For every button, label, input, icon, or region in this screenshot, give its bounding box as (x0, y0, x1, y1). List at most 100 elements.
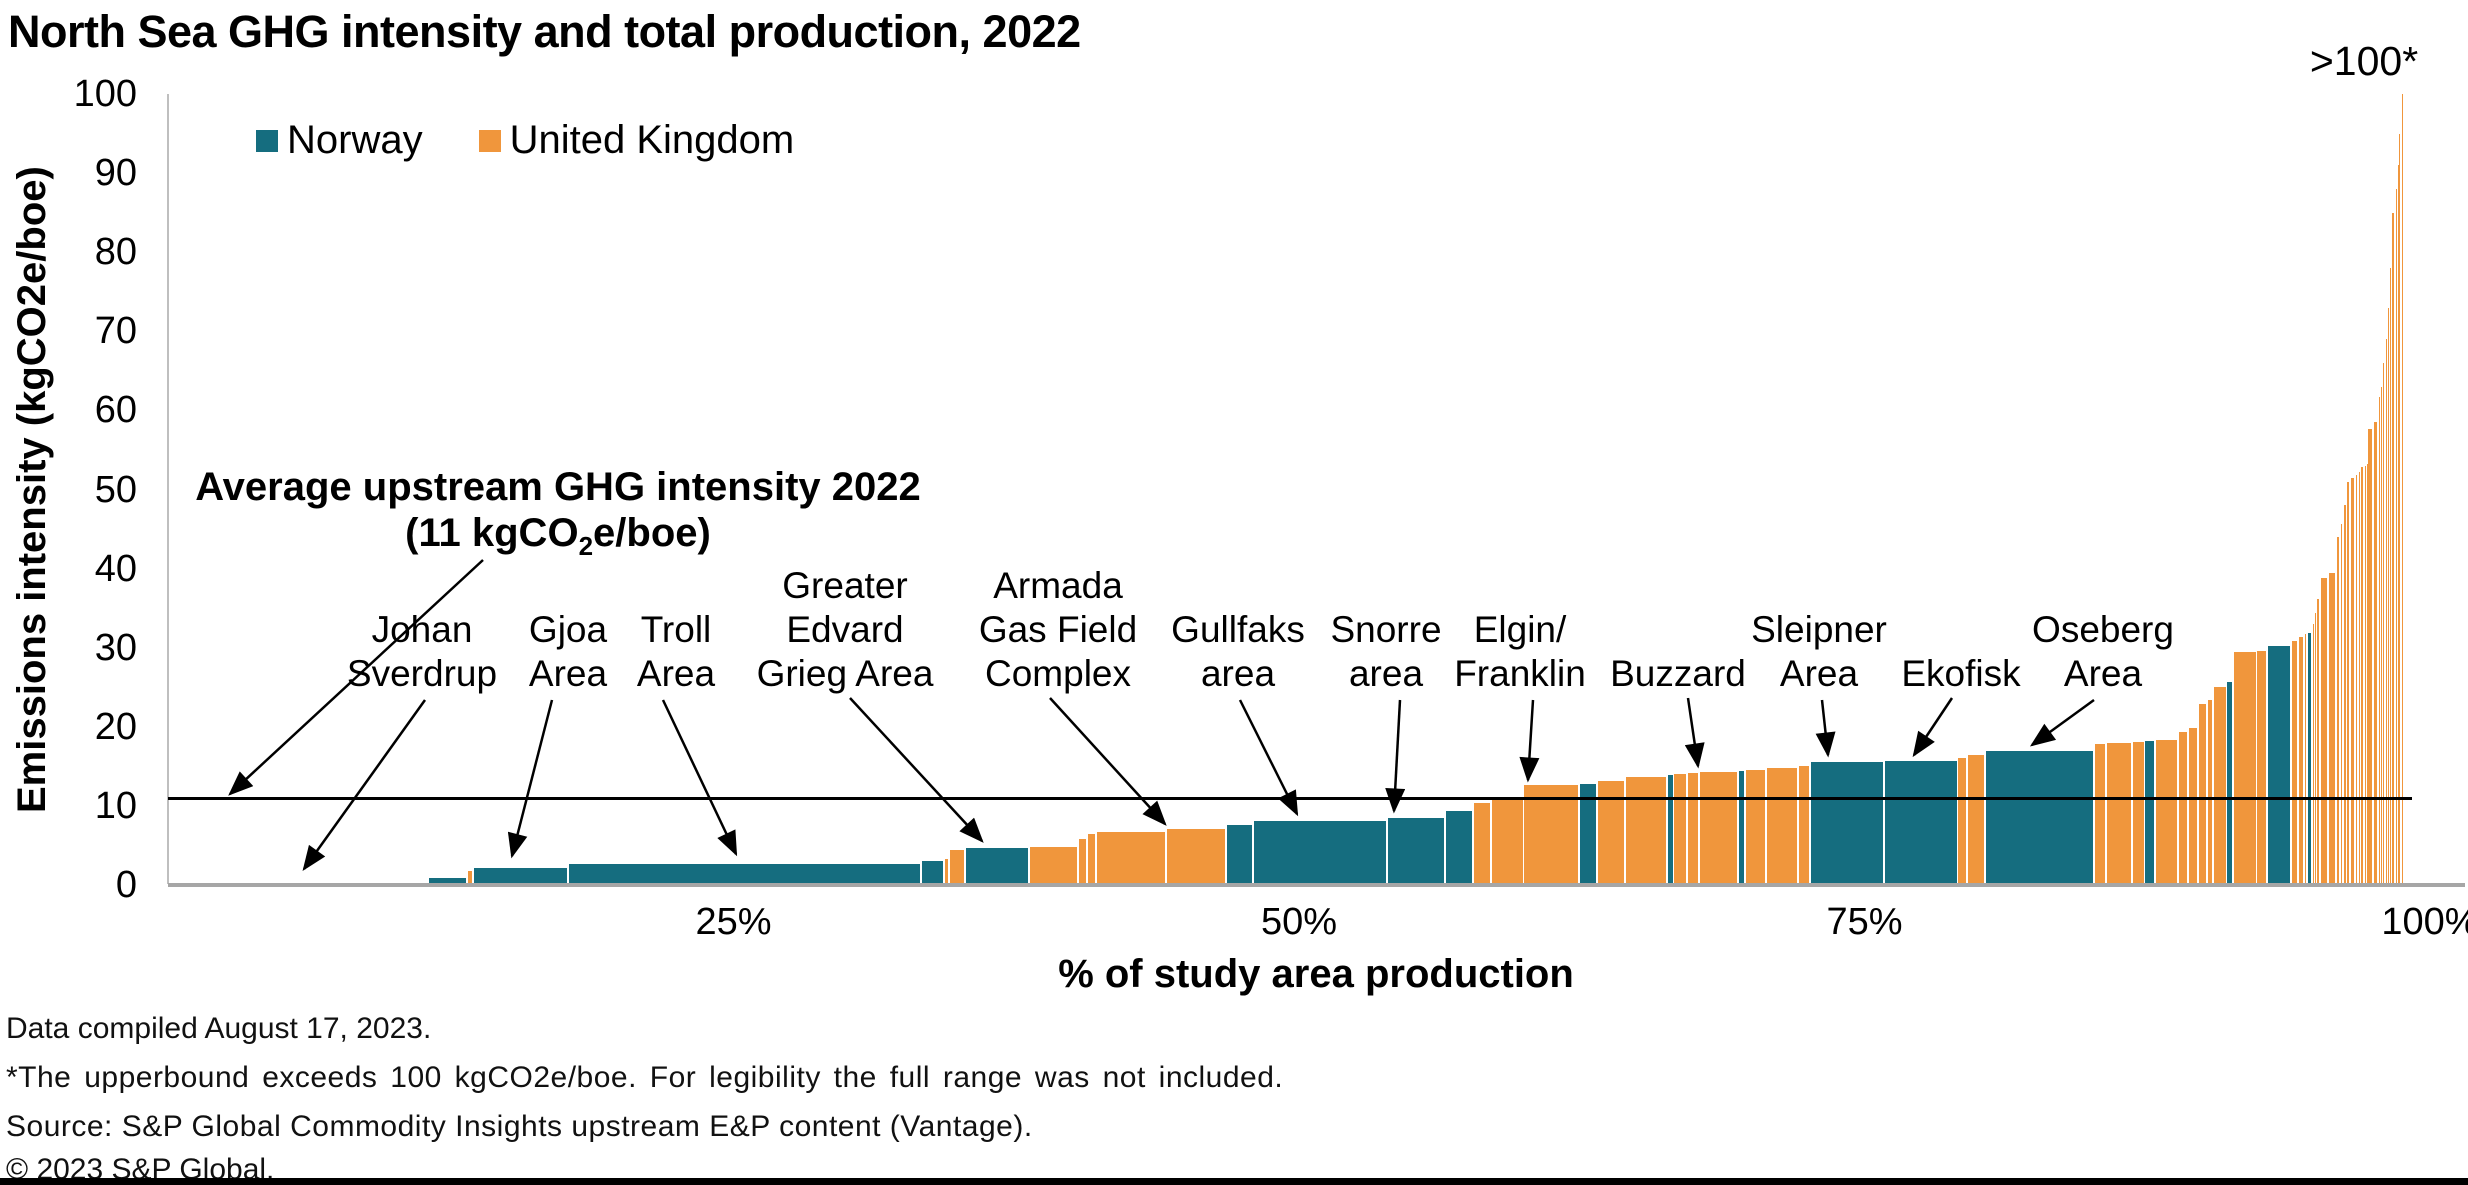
average-intensity-line (168, 797, 2412, 800)
x-tick-label: 100% (2381, 901, 2468, 943)
field-callout-label: Johan Sverdrup (346, 609, 498, 694)
x-tick-label: 50% (1260, 901, 1338, 943)
bar (2234, 651, 2256, 885)
uk-swatch-icon (478, 129, 501, 152)
y-tick-label: 100 (73, 73, 137, 115)
bar (2320, 578, 2328, 885)
bar (1699, 771, 1738, 885)
y-tick-label: 40 (94, 547, 137, 590)
bar (2347, 482, 2350, 885)
legend-item-norway: Norway (256, 118, 423, 163)
bar (965, 847, 1029, 885)
bar (2343, 505, 2346, 885)
average-intensity-annotation: Average upstream GHG intensity 2022 (11 … (195, 464, 920, 569)
bar (2399, 133, 2401, 885)
bar (2392, 212, 2395, 885)
bar (1088, 834, 1096, 885)
bar (2267, 646, 2291, 885)
bar (1492, 799, 1523, 885)
bar (2385, 339, 2387, 885)
bar (2387, 307, 2389, 885)
bar (1810, 762, 1883, 885)
bar (1097, 832, 1165, 885)
norway-swatch-icon (256, 129, 278, 152)
bar (1226, 824, 1253, 885)
bar (2198, 703, 2206, 885)
bar (2328, 572, 2336, 885)
bar (2189, 728, 2197, 885)
bar (2178, 731, 2188, 885)
bar (1579, 783, 1597, 885)
bar (1739, 771, 1745, 885)
brand-bar (0, 1178, 2468, 1185)
bar (2337, 537, 2339, 885)
average-annotation-line2: (11 kgCO2e/boe) (405, 511, 711, 561)
bar (2390, 268, 2392, 885)
bar (2257, 650, 2266, 885)
bar (2298, 636, 2303, 885)
bar (2132, 741, 2144, 885)
bar (1958, 757, 1966, 885)
bar (2155, 739, 2178, 885)
bar (2380, 386, 2383, 885)
chart-title: North Sea GHG intensity and total produc… (8, 6, 1081, 57)
field-callout-label: Snorre area (1330, 609, 1442, 694)
bar (2383, 362, 2385, 885)
bar (1030, 847, 1077, 885)
field-callout-label: Greater Edvard Grieg Area (756, 565, 934, 694)
bar (1688, 772, 1698, 885)
bar (2308, 632, 2311, 885)
bar (568, 864, 920, 885)
bar (2364, 465, 2366, 885)
bar (1445, 810, 1472, 885)
bar (1625, 777, 1666, 885)
bar (2107, 742, 2131, 885)
legend-label-norway: Norway (287, 118, 423, 162)
footer-compiled-date: Data compiled August 17, 2023. (6, 1012, 432, 1045)
bar (468, 870, 473, 885)
x-tick-label: 25% (695, 901, 772, 943)
bar (1766, 767, 1798, 885)
field-callout-label: Ekofisk (1901, 653, 2021, 694)
bar (1986, 750, 2093, 885)
bar (2145, 741, 2154, 885)
bar (2358, 472, 2361, 885)
bar (2368, 428, 2373, 885)
bar (1524, 785, 1578, 885)
y-tick-label: 30 (94, 626, 137, 669)
bar (2315, 612, 2317, 885)
bar (473, 867, 567, 885)
x-tick-label: 75% (1826, 901, 1903, 943)
field-callout-label: Sleipner Area (1751, 609, 1887, 694)
field-callout-label: Troll Area (636, 609, 716, 694)
y-axis-line (167, 94, 169, 884)
field-callout-label: Buzzard (1610, 653, 1746, 694)
bar (1746, 769, 1765, 885)
bar (2395, 188, 2398, 885)
bar (2367, 464, 2369, 885)
y-tick-label: 70 (94, 310, 137, 353)
y-tick-label: 60 (94, 389, 137, 432)
bar (2398, 165, 2400, 885)
legend: Norway United Kingdom (256, 118, 794, 163)
bar (1254, 820, 1387, 885)
y-tick-label: 10 (94, 784, 137, 827)
bar (1799, 765, 1809, 885)
legend-item-uk: United Kingdom (478, 118, 795, 163)
bar (1473, 802, 1491, 885)
bar (2350, 477, 2354, 885)
bar (949, 850, 964, 885)
field-callout-label: Oseberg Area (2032, 609, 2174, 694)
bar (921, 861, 944, 885)
footer-source: Source: S&P Global Commodity Insights up… (6, 1110, 1033, 1143)
bar (1078, 839, 1087, 885)
bar (1967, 755, 1985, 885)
bar (2312, 624, 2314, 885)
bar (2292, 641, 2298, 885)
y-tick-label: 90 (94, 152, 137, 195)
legend-label-uk: United Kingdom (509, 118, 795, 162)
bar (428, 877, 467, 885)
bar (1674, 773, 1687, 885)
y-tick-label: 20 (94, 705, 137, 748)
